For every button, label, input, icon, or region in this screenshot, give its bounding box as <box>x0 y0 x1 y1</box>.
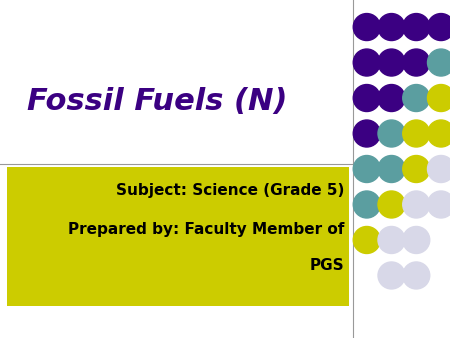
Ellipse shape <box>403 84 430 112</box>
Ellipse shape <box>353 155 380 183</box>
Ellipse shape <box>403 155 430 183</box>
Ellipse shape <box>428 84 450 112</box>
Ellipse shape <box>353 84 380 112</box>
Ellipse shape <box>428 155 450 183</box>
Ellipse shape <box>353 226 380 254</box>
Ellipse shape <box>353 49 380 76</box>
Ellipse shape <box>378 84 405 112</box>
Ellipse shape <box>403 49 430 76</box>
Ellipse shape <box>428 49 450 76</box>
Ellipse shape <box>378 191 405 218</box>
Text: Fossil Fuels (N): Fossil Fuels (N) <box>27 87 288 116</box>
Ellipse shape <box>428 14 450 41</box>
Ellipse shape <box>428 120 450 147</box>
Ellipse shape <box>428 191 450 218</box>
Ellipse shape <box>403 262 430 289</box>
Text: Subject: Science (Grade 5): Subject: Science (Grade 5) <box>116 184 344 198</box>
Ellipse shape <box>403 14 430 41</box>
Ellipse shape <box>403 226 430 254</box>
Ellipse shape <box>403 120 430 147</box>
Text: Prepared by: Faculty Member of: Prepared by: Faculty Member of <box>68 222 344 237</box>
FancyBboxPatch shape <box>7 167 349 306</box>
Ellipse shape <box>378 120 405 147</box>
Ellipse shape <box>353 120 380 147</box>
Ellipse shape <box>378 14 405 41</box>
Text: PGS: PGS <box>310 258 344 273</box>
Ellipse shape <box>403 191 430 218</box>
Ellipse shape <box>378 49 405 76</box>
Ellipse shape <box>353 14 380 41</box>
Ellipse shape <box>378 262 405 289</box>
Ellipse shape <box>378 226 405 254</box>
Ellipse shape <box>378 155 405 183</box>
Ellipse shape <box>353 191 380 218</box>
